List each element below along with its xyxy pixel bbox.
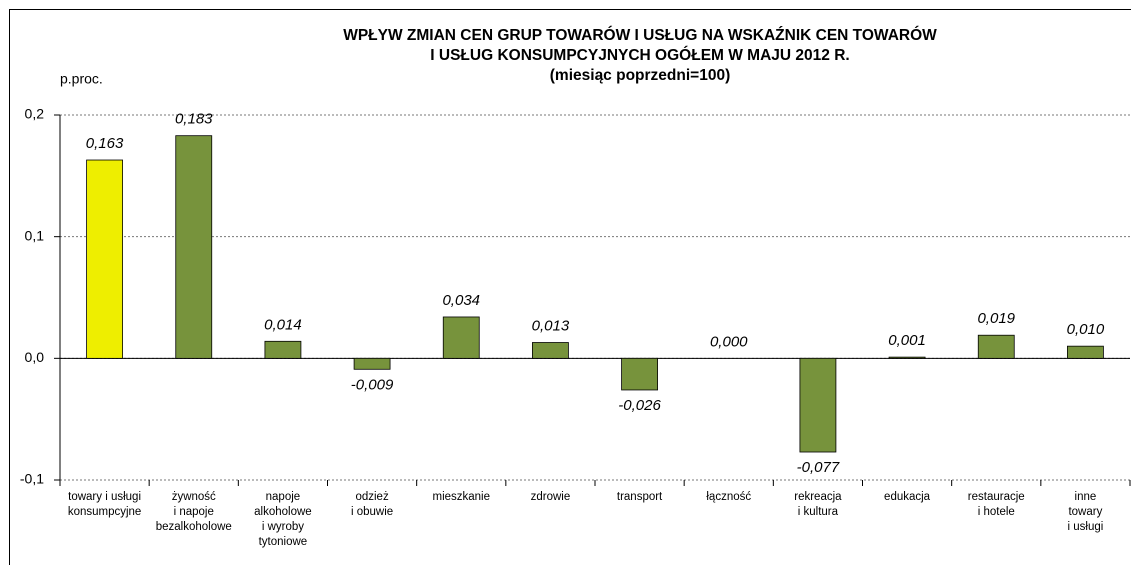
x-tick-label: łączność [706, 491, 751, 503]
value-label: 0,001 [888, 332, 926, 349]
bar [888, 356, 926, 359]
x-tick-label: rekreacja [794, 491, 842, 503]
y-tick-label: 0,1 [25, 227, 45, 243]
value-label: 0,163 [86, 135, 124, 152]
y-tick-label: 0,0 [25, 349, 45, 365]
bar [442, 316, 480, 359]
bar [1067, 345, 1104, 359]
x-tick-label: i wyroby [262, 521, 304, 533]
bar [175, 135, 213, 359]
chart-title: I USŁUG KONSUMPCYJNYCH OGÓŁEM W MAJU 201… [430, 46, 849, 64]
x-tick-label: towary [1068, 506, 1102, 518]
x-tick-label: konsumpcyjne [68, 506, 142, 518]
chart-title: (miesiąc poprzedni=100) [550, 67, 730, 84]
x-tick-label: odzież [355, 491, 388, 503]
x-tick-label: i napoje [174, 506, 214, 518]
x-tick-label: edukacja [884, 491, 931, 503]
bar [621, 357, 658, 391]
value-label: -0,026 [618, 397, 661, 414]
x-tick-label: alkoholowe [254, 506, 312, 518]
value-label: 0,034 [442, 292, 480, 309]
chart-frame [9, 9, 1131, 565]
y-tick-label: -0,1 [20, 471, 44, 487]
x-tick-label: towary i usługi [68, 491, 141, 503]
x-tick-label: inne [1075, 491, 1097, 503]
value-label: -0,077 [797, 459, 840, 476]
value-label: 0,010 [1067, 321, 1105, 338]
x-tick-label: i hotele [978, 506, 1015, 518]
bar [799, 357, 837, 453]
x-tick-label: i obuwie [351, 506, 393, 518]
value-label: 0,013 [532, 317, 570, 334]
value-label: -0,009 [351, 376, 394, 393]
x-tick-label: i usługi [1068, 521, 1104, 533]
bar [532, 342, 569, 359]
bar [977, 334, 1015, 359]
x-tick-label: mieszkanie [432, 491, 490, 503]
value-label: 0,014 [264, 316, 302, 333]
value-label: 0,019 [977, 310, 1015, 327]
x-tick-label: bezalkoholowe [156, 521, 232, 533]
x-tick-label: restauracje [968, 491, 1025, 503]
bar [86, 159, 123, 359]
x-tick-label: tytoniowe [259, 536, 308, 548]
x-tick-label: żywność [172, 491, 216, 503]
x-tick-label: zdrowie [531, 491, 571, 503]
value-label: 0,183 [175, 111, 213, 128]
y-tick-label: 0,2 [25, 106, 45, 122]
x-tick-label: transport [617, 491, 663, 503]
x-tick-label: i kultura [798, 506, 839, 518]
value-label: 0,000 [710, 333, 748, 350]
bar [353, 357, 391, 370]
chart-title: WPŁYW ZMIAN CEN GRUP TOWARÓW I USŁUG NA … [343, 26, 937, 44]
bar [264, 340, 302, 359]
y-axis-label: p.proc. [60, 71, 103, 87]
x-tick-label: napoje [266, 491, 301, 503]
